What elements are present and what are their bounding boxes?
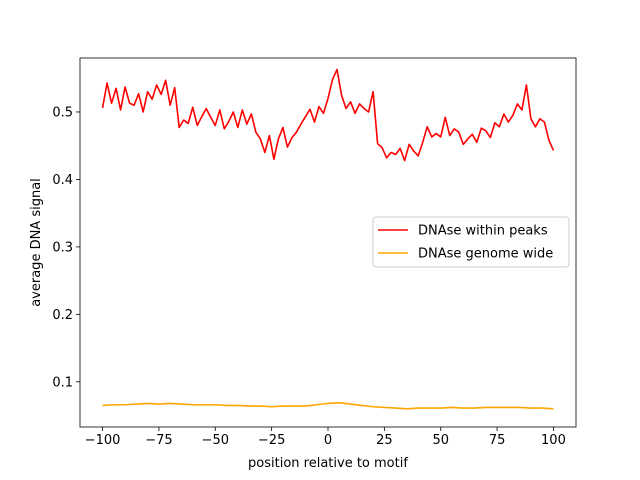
series-line-1 — [102, 401, 554, 410]
legend-box — [372, 216, 570, 268]
y-tick-label: 0.3 — [52, 240, 73, 255]
series-layer — [101, 68, 555, 410]
x-tick-label: −75 — [145, 433, 172, 448]
y-tick-label: 0.5 — [52, 105, 73, 120]
x-tick-label: −25 — [258, 433, 285, 448]
y-tick-label: 0.4 — [52, 173, 73, 188]
series-line-0 — [101, 68, 555, 162]
x-tick-label: 25 — [376, 433, 393, 448]
y-axis: 0.1 0.2 0.3 0.4 0.5 — [52, 105, 80, 390]
x-tick-label: −100 — [85, 433, 121, 448]
legend: DNAse within peaks DNAse genome wide — [372, 216, 570, 268]
x-axis: −100 −75 −50 −25 0 25 50 75 100 — [85, 427, 566, 448]
x-tick-label: −50 — [202, 433, 229, 448]
x-tick-label: 75 — [489, 433, 506, 448]
legend-label-within-peaks: DNAse within peaks — [418, 224, 548, 239]
x-tick-label: 100 — [541, 433, 566, 448]
y-axis-label: average DNA signal — [29, 178, 44, 307]
x-tick-label: 0 — [324, 433, 332, 448]
y-tick-label: 0.1 — [52, 375, 73, 390]
y-tick-label: 0.2 — [52, 308, 73, 323]
legend-label-genome-wide: DNAse genome wide — [418, 247, 553, 262]
x-tick-label: 50 — [432, 433, 449, 448]
x-axis-label: position relative to motif — [248, 456, 408, 471]
